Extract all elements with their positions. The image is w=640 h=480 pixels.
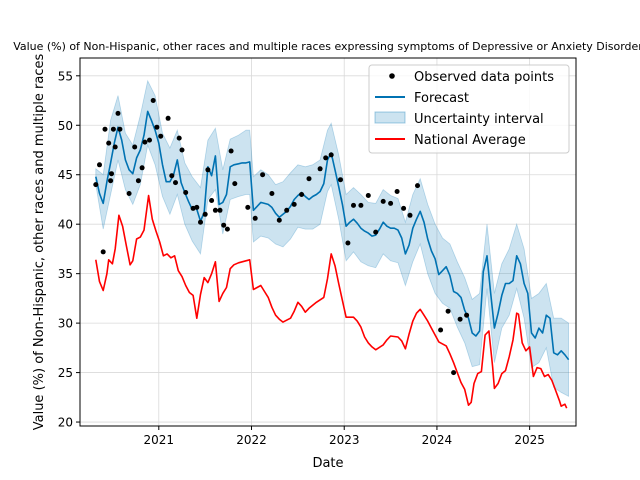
observed-point [93, 182, 99, 188]
observed-point [252, 215, 258, 221]
y-axis: 20 25 30 35 40 45 50 55 [58, 69, 80, 430]
y-tick-label: 55 [58, 69, 73, 83]
legend-forecast-label: Forecast [414, 91, 469, 106]
y-tick-label: 30 [58, 317, 73, 331]
observed-point [338, 177, 343, 183]
observed-point [351, 202, 356, 208]
observed-point [117, 126, 123, 132]
observed-point [112, 144, 118, 150]
plot-frame [79, 57, 577, 427]
observed-point [108, 178, 114, 184]
observed-point [165, 115, 171, 121]
observed-point [464, 312, 470, 318]
y-axis-label: Value (%) of Non-Hispanic, other races a… [32, 54, 47, 431]
observed-point [365, 193, 371, 198]
observed-point [97, 162, 102, 168]
observed-point [276, 217, 282, 223]
x-tick-label: 2021 [144, 433, 175, 447]
grid [80, 58, 576, 426]
observed-point [306, 176, 312, 182]
observed-point [212, 207, 218, 213]
observed-point [451, 370, 457, 376]
observed-point [179, 147, 185, 153]
y-tick-label: 25 [58, 366, 73, 380]
observed-point [373, 229, 379, 235]
observed-point [380, 198, 386, 204]
observed-point [147, 137, 152, 143]
observed-point [260, 172, 266, 178]
observed-point [221, 222, 227, 228]
observed-point [407, 212, 413, 218]
observed-point [299, 192, 305, 197]
observed-point [245, 204, 251, 210]
national-average-line [95, 194, 568, 409]
forecast-line [95, 110, 570, 361]
legend: Observed data points Forecast Uncertaint… [368, 64, 570, 154]
legend-national-label: National Average [414, 133, 526, 148]
y-tick-label: 35 [58, 267, 73, 281]
observed-point [388, 200, 394, 206]
observed-point [317, 166, 323, 172]
observed-point [154, 124, 160, 130]
observed-point [209, 198, 215, 203]
observed-point [217, 207, 223, 213]
observed-point [150, 98, 156, 103]
observed-point [176, 135, 182, 141]
observed-point [135, 178, 141, 184]
observed-point [158, 133, 164, 139]
observed-point [110, 126, 116, 132]
observed-point [291, 201, 297, 207]
observed-point [401, 205, 407, 211]
observed-point [228, 148, 234, 154]
observed-point [194, 204, 200, 210]
legend-observed-label: Observed data points [414, 70, 554, 85]
observed-point [198, 219, 203, 225]
x-tick-label: 2022 [236, 433, 267, 447]
x-tick-label: 2025 [514, 433, 545, 447]
observed-point [115, 110, 121, 116]
observed-point [445, 308, 451, 314]
x-axis-label: Date [312, 456, 343, 471]
observed-point [224, 226, 230, 232]
observed-point [415, 183, 420, 189]
observed-point [183, 190, 189, 195]
observed-point [358, 202, 364, 208]
observed-point [142, 139, 148, 145]
observed-point [126, 191, 132, 196]
observed-point [328, 152, 334, 158]
observed-point [173, 180, 178, 186]
observed-point [109, 171, 114, 177]
observed-point [102, 126, 108, 132]
legend-uncertainty-swatch [374, 111, 406, 124]
chart-title: Value (%) of Non-Hispanic, other races a… [13, 40, 640, 53]
observed-point [139, 165, 145, 171]
observed-point [269, 191, 275, 196]
y-tick-label: 20 [58, 416, 73, 430]
y-tick-label: 45 [58, 168, 73, 182]
legend-observed-marker [389, 73, 395, 79]
x-tick-label: 2024 [422, 433, 453, 447]
legend-uncertainty-label: Uncertainty interval [414, 112, 544, 127]
series-lines [95, 110, 570, 409]
observed-point [202, 211, 208, 217]
observed-point [345, 240, 351, 246]
observed-point [106, 140, 112, 146]
observed-point [394, 189, 400, 194]
observed-point [438, 327, 444, 333]
observed-point [323, 155, 329, 161]
x-tick-label: 2023 [329, 433, 360, 447]
y-tick-label: 40 [58, 218, 73, 232]
observed-point [232, 181, 238, 187]
x-axis: 2021 2022 2023 2024 2025 [144, 426, 545, 447]
observed-point [132, 144, 138, 150]
observed-point [169, 173, 175, 179]
observed-point [457, 316, 463, 322]
observed-point [205, 167, 211, 173]
observed-point [100, 249, 106, 255]
observed-point [284, 207, 290, 213]
legend-box [368, 64, 570, 154]
y-tick-label: 50 [58, 119, 73, 133]
observed-points [93, 98, 470, 376]
